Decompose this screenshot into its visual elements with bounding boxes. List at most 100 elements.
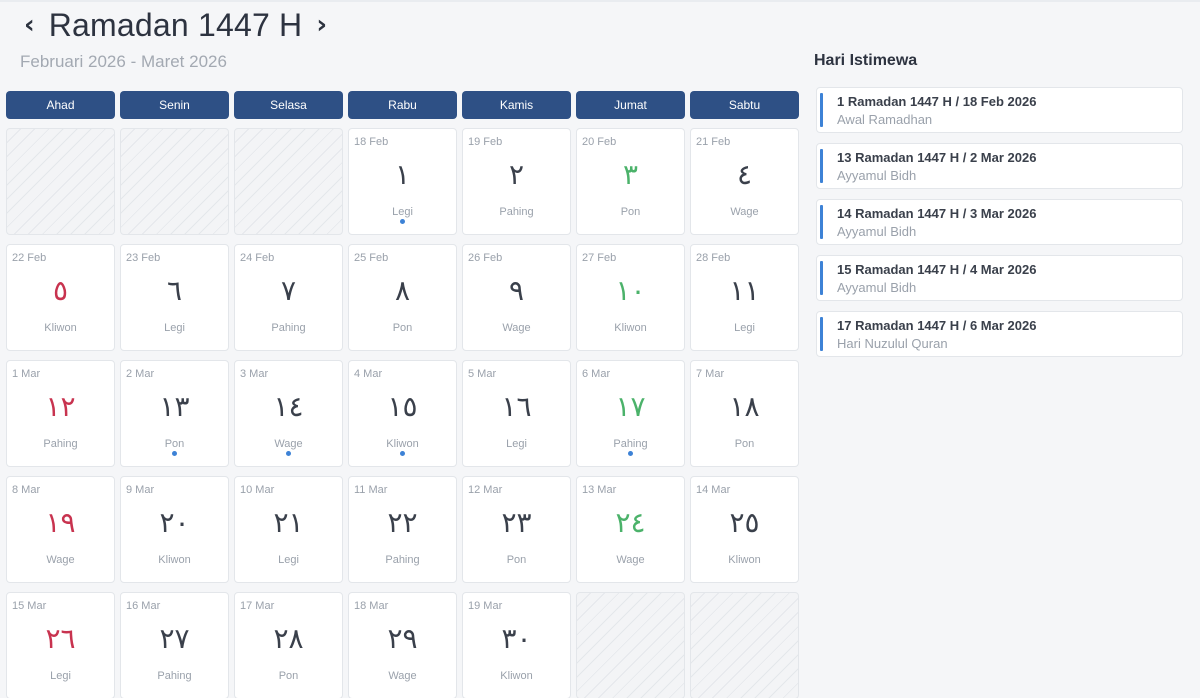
next-month-button[interactable]: › bbox=[316, 10, 328, 40]
day-cell[interactable]: 25 Feb ٨ Pon bbox=[348, 244, 457, 351]
day-cell[interactable]: 26 Feb ٩ Wage bbox=[462, 244, 571, 351]
gregorian-date: 17 Mar bbox=[240, 600, 275, 612]
pasaran-label: Kliwon bbox=[158, 554, 191, 566]
event-dot-icon bbox=[172, 451, 177, 456]
empty-cell bbox=[6, 128, 115, 235]
day-cell[interactable]: 1 Mar ١٢ Pahing bbox=[6, 360, 115, 467]
gregorian-date: 13 Mar bbox=[582, 484, 617, 496]
hijri-day-number: ٢ bbox=[508, 158, 525, 191]
weekday-tuesday: Selasa bbox=[234, 91, 343, 119]
gregorian-date: 8 Mar bbox=[12, 484, 41, 496]
pasaran-label: Kliwon bbox=[728, 554, 761, 566]
day-cell[interactable]: 23 Feb ٦ Legi bbox=[120, 244, 229, 351]
pasaran-label: Kliwon bbox=[44, 322, 77, 334]
event-dot-icon bbox=[400, 451, 405, 456]
special-day-item[interactable]: 17 Ramadan 1447 H / 6 Mar 2026 Hari Nuzul… bbox=[816, 311, 1183, 357]
day-cell[interactable]: 15 Mar ٢٦ Legi bbox=[6, 592, 115, 698]
gregorian-date: 6 Mar bbox=[582, 368, 611, 380]
hijri-day-number: ٦ bbox=[166, 274, 183, 307]
pasaran-label: Wage bbox=[274, 438, 303, 450]
gregorian-date: 18 Mar bbox=[354, 600, 389, 612]
gregorian-date: 14 Mar bbox=[696, 484, 731, 496]
hijri-day-number: ٢٩ bbox=[387, 622, 418, 655]
special-day-description: Awal Ramadhan bbox=[837, 112, 933, 127]
pasaran-label: Legi bbox=[164, 322, 185, 334]
special-day-title: 17 Ramadan 1447 H / 6 Mar 2026 bbox=[837, 318, 1037, 333]
hijri-day-number: ٨ bbox=[394, 274, 411, 307]
hijri-day-number: ٥ bbox=[52, 274, 69, 307]
event-dot-icon bbox=[628, 451, 633, 456]
day-cell[interactable]: 16 Mar ٢٧ Pahing bbox=[120, 592, 229, 698]
hijri-day-number: ٢١ bbox=[273, 506, 304, 539]
special-day-title: 1 Ramadan 1447 H / 18 Feb 2026 bbox=[837, 94, 1037, 109]
day-cell[interactable]: 4 Mar ١٥ Kliwon bbox=[348, 360, 457, 467]
page-title: Ramadan 1447 H bbox=[48, 6, 303, 43]
day-cell[interactable]: 19 Mar ٣٠ Kliwon bbox=[462, 592, 571, 698]
day-cell[interactable]: 13 Mar ٢٤ Wage bbox=[576, 476, 685, 583]
special-day-item[interactable]: 1 Ramadan 1447 H / 18 Feb 2026 Awal Ramad… bbox=[816, 87, 1183, 133]
special-day-item[interactable]: 15 Ramadan 1447 H / 4 Mar 2026 Ayyamul Bi… bbox=[816, 255, 1183, 301]
day-cell[interactable]: 2 Mar ١٣ Pon bbox=[120, 360, 229, 467]
day-cell[interactable]: 3 Mar ١٤ Wage bbox=[234, 360, 343, 467]
day-cell[interactable]: 9 Mar ٢٠ Kliwon bbox=[120, 476, 229, 583]
day-cell[interactable]: 21 Feb ٤ Wage bbox=[690, 128, 799, 235]
special-day-item[interactable]: 14 Ramadan 1447 H / 3 Mar 2026 Ayyamul Bi… bbox=[816, 199, 1183, 245]
day-cell[interactable]: 6 Mar ١٧ Pahing bbox=[576, 360, 685, 467]
day-cell[interactable]: 19 Feb ٢ Pahing bbox=[462, 128, 571, 235]
day-cell[interactable]: 10 Mar ٢١ Legi bbox=[234, 476, 343, 583]
pasaran-label: Pahing bbox=[157, 670, 192, 682]
empty-cell bbox=[120, 128, 229, 235]
empty-cell bbox=[234, 128, 343, 235]
gregorian-date: 4 Mar bbox=[354, 368, 383, 380]
empty-cell bbox=[576, 592, 685, 698]
day-cell[interactable]: 24 Feb ٧ Pahing bbox=[234, 244, 343, 351]
day-cell[interactable]: 5 Mar ١٦ Legi bbox=[462, 360, 571, 467]
title-row: ‹ Ramadan 1447 H › bbox=[20, 6, 331, 44]
day-cell[interactable]: 12 Mar ٢٣ Pon bbox=[462, 476, 571, 583]
gregorian-date: 7 Mar bbox=[696, 368, 725, 380]
gregorian-date: 3 Mar bbox=[240, 368, 269, 380]
hijri-day-number: ٤ bbox=[736, 158, 753, 191]
event-dot-icon bbox=[286, 451, 291, 456]
day-cell[interactable]: 17 Mar ٢٨ Pon bbox=[234, 592, 343, 698]
hijri-day-number: ٢٧ bbox=[159, 622, 190, 655]
hijri-day-number: ٣ bbox=[622, 158, 639, 191]
gregorian-date: 21 Feb bbox=[696, 136, 731, 148]
day-cell[interactable]: 28 Feb ١١ Legi bbox=[690, 244, 799, 351]
pasaran-label: Pon bbox=[392, 322, 413, 334]
pasaran-label: Legi bbox=[278, 554, 299, 566]
weekday-thursday: Kamis bbox=[462, 91, 571, 119]
pasaran-label: Pahing bbox=[385, 554, 420, 566]
prev-month-button[interactable]: ‹ bbox=[24, 10, 35, 40]
hijri-day-number: ١٦ bbox=[501, 390, 532, 423]
day-cell[interactable]: 8 Mar ١٩ Wage bbox=[6, 476, 115, 583]
gregorian-date: 22 Feb bbox=[12, 252, 47, 264]
day-cell[interactable]: 20 Feb ٣ Pon bbox=[576, 128, 685, 235]
day-cell[interactable]: 7 Mar ١٨ Pon bbox=[690, 360, 799, 467]
special-day-title: 15 Ramadan 1447 H / 4 Mar 2026 bbox=[837, 262, 1037, 277]
special-day-item[interactable]: 13 Ramadan 1447 H / 2 Mar 2026 Ayyamul Bi… bbox=[816, 143, 1183, 189]
pasaran-label: Kliwon bbox=[386, 438, 419, 450]
gregorian-date: 10 Mar bbox=[240, 484, 275, 496]
hijri-day-number: ١١ bbox=[729, 274, 760, 307]
gregorian-date: 2 Mar bbox=[126, 368, 155, 380]
pasaran-label: Kliwon bbox=[500, 670, 533, 682]
hijri-day-number: ١٠ bbox=[615, 274, 646, 307]
special-day-title: 13 Ramadan 1447 H / 2 Mar 2026 bbox=[837, 150, 1037, 165]
day-cell[interactable]: 11 Mar ٢٢ Pahing bbox=[348, 476, 457, 583]
pasaran-label: Legi bbox=[506, 438, 527, 450]
hijri-day-number: ١ bbox=[394, 158, 411, 191]
gregorian-range: Februari 2026 - Maret 2026 bbox=[20, 52, 227, 71]
hijri-day-number: ٢٥ bbox=[729, 506, 760, 539]
day-cell[interactable]: 22 Feb ٥ Kliwon bbox=[6, 244, 115, 351]
day-cell[interactable]: 27 Feb ١٠ Kliwon bbox=[576, 244, 685, 351]
day-cell[interactable]: 14 Mar ٢٥ Kliwon bbox=[690, 476, 799, 583]
gregorian-date: 5 Mar bbox=[468, 368, 497, 380]
hijri-day-number: ١٢ bbox=[45, 390, 76, 423]
pasaran-label: Pon bbox=[278, 670, 299, 682]
day-cell[interactable]: 18 Feb ١ Legi bbox=[348, 128, 457, 235]
weekday-friday: Jumat bbox=[576, 91, 685, 119]
hijri-day-number: ٧ bbox=[280, 274, 297, 307]
gregorian-date: 26 Feb bbox=[468, 252, 503, 264]
day-cell[interactable]: 18 Mar ٢٩ Wage bbox=[348, 592, 457, 698]
